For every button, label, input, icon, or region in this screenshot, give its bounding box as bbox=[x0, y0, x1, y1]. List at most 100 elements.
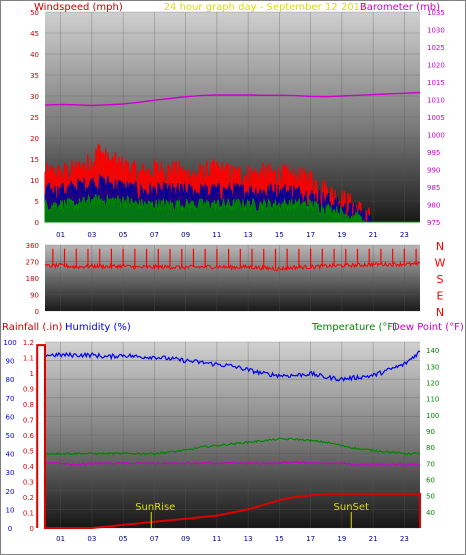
temp-grid bbox=[45, 341, 420, 529]
hour-tick: 11 bbox=[212, 535, 221, 543]
rainfall-tick: 1 bbox=[30, 370, 34, 378]
humidity-tick: 0 bbox=[8, 525, 12, 533]
barometer-tick: 1030 bbox=[427, 27, 445, 35]
barometer-tick: 1010 bbox=[427, 97, 445, 105]
wind-series bbox=[44, 91, 421, 223]
compass-letter: N bbox=[436, 240, 444, 253]
rainfall-tick: 0.1 bbox=[23, 510, 34, 518]
rainfall-tick: 0.3 bbox=[23, 479, 34, 487]
temperature-tick: 100 bbox=[426, 412, 439, 420]
barometer-tick: 1000 bbox=[427, 132, 445, 140]
barometer-series bbox=[44, 91, 421, 107]
hour-tick: 01 bbox=[56, 535, 65, 543]
hour-tick: 03 bbox=[87, 231, 96, 239]
rainfall-tick: 1.2 bbox=[23, 339, 34, 347]
windspeed-tick: 45 bbox=[30, 30, 39, 38]
dewpoint-series bbox=[44, 460, 421, 467]
hour-tick: 23 bbox=[400, 535, 409, 543]
windspeed-tick: 20 bbox=[30, 135, 39, 143]
barometer-tick: 1020 bbox=[427, 62, 445, 70]
windspeed-tick: 0 bbox=[35, 219, 39, 227]
temperature-tick: 110 bbox=[426, 396, 439, 404]
rainfall-axis-title: Rainfall (.in) bbox=[2, 322, 63, 333]
direction-tick-labels: 0 90 180 270 360 bbox=[26, 242, 39, 316]
barometer-tick: 990 bbox=[427, 167, 440, 175]
hour-tick: 19 bbox=[337, 535, 346, 543]
humidity-tick: 100 bbox=[3, 339, 16, 347]
barometer-tick: 975 bbox=[427, 219, 440, 227]
compass-letter: E bbox=[437, 290, 444, 303]
windspeed-tick: 50 bbox=[30, 9, 39, 17]
barometer-axis-title: Barometer (mb) bbox=[360, 2, 440, 13]
barometer-tick: 1015 bbox=[427, 79, 445, 87]
low-series bbox=[44, 193, 420, 223]
barometer-tick: 980 bbox=[427, 202, 440, 210]
windspeed-tick-labels: 0 5 10 15 20 25 30 35 40 45 50 bbox=[30, 9, 39, 227]
rainfall-tick: 0.9 bbox=[23, 386, 34, 394]
hour-tick: 03 bbox=[87, 535, 96, 543]
temperature-tick: 80 bbox=[426, 444, 435, 452]
rainfall-tick: 0.2 bbox=[23, 494, 34, 502]
windspeed-tick: 35 bbox=[30, 72, 39, 80]
hour-tick: 07 bbox=[150, 231, 159, 239]
compass-letter: S bbox=[437, 273, 444, 286]
humidity-tick: 10 bbox=[6, 506, 15, 514]
hour-tick: 05 bbox=[119, 231, 128, 239]
temperature-tick: 70 bbox=[426, 460, 435, 468]
sunrise-label: SunRise bbox=[135, 502, 175, 513]
windspeed-tick: 15 bbox=[30, 156, 39, 164]
humidity-tick: 40 bbox=[6, 451, 15, 459]
hour-tick: 11 bbox=[212, 231, 221, 239]
rainfall-tick: 0.4 bbox=[23, 463, 35, 471]
hour-tick: 17 bbox=[306, 535, 315, 543]
windspeed-tick: 5 bbox=[35, 198, 39, 206]
hour-tick: 13 bbox=[244, 231, 253, 239]
rainfall-tick: 1.1 bbox=[23, 355, 34, 363]
humidity-tick: 50 bbox=[6, 432, 15, 440]
hour-tick: 09 bbox=[181, 535, 190, 543]
temperature-tick: 140 bbox=[426, 347, 439, 355]
wind-hour-labels: 01 03 05 07 09 11 13 15 17 19 21 23 bbox=[56, 231, 409, 239]
barometer-tick: 995 bbox=[427, 149, 440, 157]
hour-tick: 09 bbox=[181, 231, 190, 239]
humidity-tick: 80 bbox=[6, 376, 15, 384]
hour-tick: 21 bbox=[369, 535, 378, 543]
hour-tick: 15 bbox=[275, 231, 284, 239]
windspeed-tick: 30 bbox=[30, 93, 39, 101]
temperature-tick: 40 bbox=[426, 509, 435, 517]
direction-series bbox=[44, 248, 421, 272]
rainfall-tick: 0.7 bbox=[23, 417, 34, 425]
temperature-tick: 60 bbox=[426, 476, 435, 484]
barometer-tick: 1005 bbox=[427, 114, 445, 122]
direction-tick: 270 bbox=[26, 259, 39, 267]
hour-tick: 19 bbox=[337, 231, 346, 239]
rainfall-tick: 0.8 bbox=[23, 401, 34, 409]
windspeed-tick: 25 bbox=[30, 114, 39, 122]
temperature-tick: 90 bbox=[426, 428, 435, 436]
dewpoint-axis-title: Dew Point (°F) bbox=[392, 322, 464, 333]
direction-tick: 90 bbox=[30, 292, 39, 300]
rainfall-tick: 0.5 bbox=[23, 448, 34, 456]
temperature-series bbox=[44, 437, 421, 456]
temperature-humidity-panel: 00.10.20.30.40.50.60.70.80.911.11.2 0102… bbox=[3, 339, 439, 543]
barometer-tick: 1035 bbox=[427, 9, 445, 17]
hour-tick: 13 bbox=[244, 535, 253, 543]
sunset-label: SunSet bbox=[334, 502, 370, 513]
humidity-series bbox=[44, 350, 421, 382]
temp-hour-labels: 01 03 05 07 09 11 13 15 17 19 21 23 bbox=[56, 535, 409, 543]
direction-tick: 180 bbox=[26, 275, 39, 283]
hour-tick: 01 bbox=[56, 231, 65, 239]
direction-tick: 360 bbox=[26, 242, 39, 250]
graph-title: 24 hour graph day - September 12 2017 bbox=[164, 2, 367, 13]
humidity-tick: 30 bbox=[6, 469, 15, 477]
humidity-tick: 20 bbox=[6, 488, 15, 496]
hour-tick: 05 bbox=[119, 535, 128, 543]
windspeed-tick: 10 bbox=[30, 177, 39, 185]
temperature-tick: 130 bbox=[426, 363, 439, 371]
temperature-tick: 120 bbox=[426, 379, 439, 387]
compass-letter: W bbox=[435, 257, 446, 270]
windspeed-tick: 40 bbox=[30, 51, 39, 59]
temp-series bbox=[36, 344, 421, 529]
hour-tick: 17 bbox=[306, 231, 315, 239]
